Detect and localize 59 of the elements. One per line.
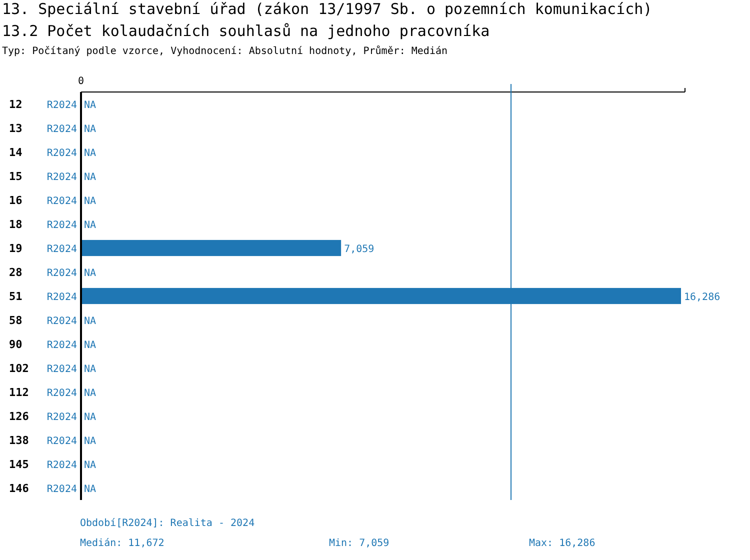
text: R2024	[46, 172, 77, 183]
y-tick-label: 126	[9, 410, 30, 423]
y-tick-label: 19	[9, 242, 22, 255]
text: NA	[84, 484, 96, 495]
y-tick-label: 146	[9, 482, 30, 495]
y-tick-label: 18	[9, 218, 22, 231]
y-tick-label: 112	[9, 386, 29, 399]
y-tick-label: 90	[9, 338, 22, 351]
y-tick-label: 138	[9, 434, 29, 447]
text: R2024	[46, 364, 77, 375]
y-tick-label: 14	[9, 146, 23, 159]
text: NA	[84, 124, 96, 135]
text: R2024	[46, 100, 77, 111]
chart-title: 13. Speciální stavební úřad (zákon 13/1997 Sb. o pozemních komunikacích)	[2, 0, 652, 18]
y-tick-label: 145	[9, 458, 29, 471]
text: R2024	[46, 292, 77, 303]
text: Typ: Počítaný podle vzorce, Vyhodnocení: Absolutní hodnoty, Průměr: Medián	[2, 45, 448, 57]
text: NA	[84, 460, 96, 471]
y-tick-label: 12	[9, 98, 22, 111]
text: NA	[84, 436, 96, 447]
text: R2024	[46, 196, 77, 207]
text: R2024	[46, 316, 77, 327]
y-tick-label: 58	[9, 314, 22, 327]
text: R2024	[46, 388, 77, 399]
text: NA	[84, 268, 96, 279]
text: R2024	[46, 148, 77, 159]
text: NA	[84, 412, 96, 423]
chart-subtitle: 13.2 Počet kolaudačních souhlasů na jednoho pracovníka	[2, 22, 490, 40]
y-tick-label: 102	[9, 362, 29, 375]
text: 0	[78, 76, 84, 87]
data-label: 7,059	[344, 244, 374, 255]
text: NA	[84, 100, 96, 111]
text: NA	[84, 196, 96, 207]
text: Max: 16,286	[529, 538, 596, 549]
series-label: R2024	[46, 244, 77, 255]
text: NA	[84, 220, 96, 231]
text: NA	[84, 316, 96, 327]
text: R2024	[46, 124, 77, 135]
y-tick-label: 51	[9, 290, 23, 303]
y-tick-label: 15	[9, 170, 22, 183]
text: Medián: 11,672	[80, 538, 164, 549]
text: NA	[84, 388, 96, 399]
y-tick-label: 16	[9, 194, 23, 207]
text: NA	[84, 340, 96, 351]
text: Min: 7,059	[329, 538, 390, 549]
y-tick-label: 28	[9, 266, 22, 279]
data-label: 16,286	[684, 292, 720, 303]
text: NA	[84, 148, 96, 159]
text: R2024	[46, 484, 77, 495]
text: NA	[84, 172, 96, 183]
text: Období[R2024]: Realita - 2024	[80, 518, 255, 529]
text: R2024	[46, 340, 77, 351]
text: NA	[84, 364, 96, 375]
text: R2024	[46, 460, 77, 471]
text: R2024	[46, 220, 77, 231]
text: R2024	[46, 436, 77, 447]
y-tick-label: 13	[9, 122, 22, 135]
text: R2024	[46, 268, 77, 279]
text: R2024	[46, 412, 77, 423]
